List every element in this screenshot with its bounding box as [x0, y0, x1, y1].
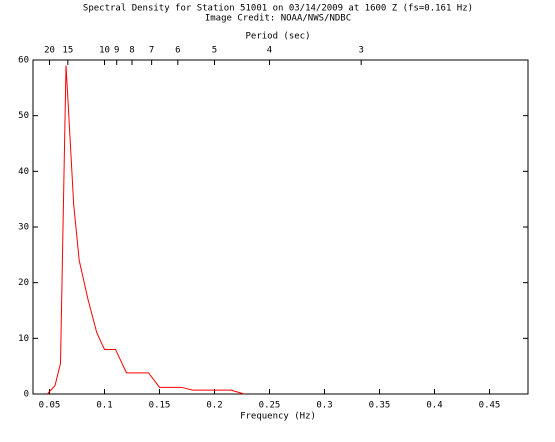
top-axis-label: Period (sec)	[245, 32, 310, 42]
period-tick-label: 20	[44, 46, 55, 56]
x-tick-label: 0.4	[426, 401, 442, 411]
y-tick-label: 40	[18, 167, 29, 177]
period-tick-label: 10	[99, 46, 110, 56]
y-tick-label: 10	[18, 334, 29, 344]
chart-title: Spectral Density for Station 51001 on 03…	[83, 4, 473, 14]
x-tick-label: 0.2	[206, 401, 222, 411]
y-tick-label: 0	[24, 390, 29, 400]
y-tick-label: 60	[18, 56, 29, 66]
x-axis-label: Frequency (Hz)	[240, 412, 316, 422]
spectrum-line	[46, 65, 245, 395]
period-tick-label: 4	[267, 46, 272, 56]
period-tick-label: 5	[212, 46, 217, 56]
x-tick-label: 0.15	[149, 401, 171, 411]
period-tick-label: 7	[149, 46, 154, 56]
x-tick-label: 0.05	[39, 401, 61, 411]
y-tick-label: 30	[18, 223, 29, 233]
y-tick-label: 50	[18, 111, 29, 121]
chart-subtitle: Image Credit: NOAA/NWS/NDBC	[205, 14, 351, 24]
x-tick-label: 0.1	[96, 401, 112, 411]
period-tick-label: 6	[175, 46, 180, 56]
period-tick-label: 9	[114, 46, 119, 56]
plot-frame	[32, 59, 529, 395]
period-tick-label: 3	[358, 46, 363, 56]
x-tick-label: 0.45	[479, 401, 501, 411]
x-tick-label: 0.25	[259, 401, 281, 411]
x-tick-label: 0.3	[316, 401, 332, 411]
period-tick-label: 15	[62, 46, 73, 56]
y-tick-label: 20	[18, 278, 29, 288]
x-tick-label: 0.35	[369, 401, 391, 411]
period-tick-label: 8	[129, 46, 134, 56]
